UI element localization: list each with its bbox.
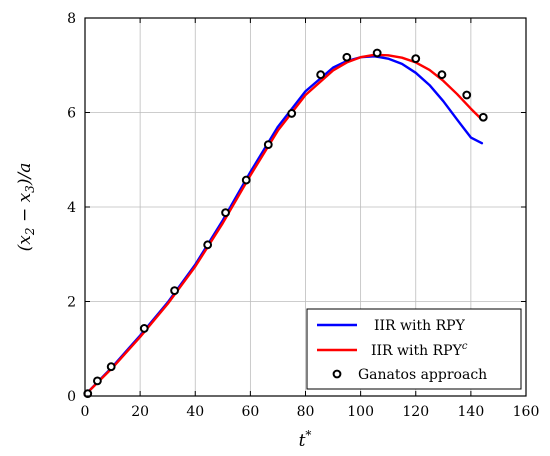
series-marker [478, 112, 488, 122]
y-axis-title-sub-2: 3 [23, 185, 37, 193]
series-marker [462, 90, 472, 100]
x-axis-title-sup: * [305, 428, 311, 442]
series-line-1 [83, 53, 484, 397]
legend-label-iir-rpy: IIR with RPY [374, 318, 466, 334]
series-marker [139, 324, 149, 333]
y-axis-title-part-1: (x [15, 235, 35, 252]
x-axis-title-base: t [299, 431, 306, 451]
legend-label-iir-rpyc: IIR with RPYc [371, 341, 468, 359]
series-marker [241, 175, 251, 185]
legend-label-iir-rpyc-base: IIR with RPY [371, 343, 463, 359]
series-marker [263, 140, 273, 150]
series-marker [221, 208, 230, 218]
series-marker [106, 362, 116, 372]
y-tick-label: 4 [67, 200, 76, 216]
y-tick-label: 8 [67, 11, 76, 27]
y-tick-label: 0 [67, 389, 76, 405]
series-marker [287, 109, 297, 118]
legend-label-ganatos: Ganatos approach [358, 367, 487, 383]
x-axis-title: t* [299, 428, 312, 451]
y-axis-title: (x2 − x3)/a [15, 163, 37, 252]
y-axis-title-part-3: )/a [15, 163, 35, 187]
y-axis-title-part-2: − x [15, 192, 35, 227]
series-marker [83, 389, 93, 399]
series-marker [316, 70, 326, 80]
series-layer [83, 48, 488, 399]
x-tick-label: 100 [347, 404, 374, 420]
y-tick-label: 2 [67, 295, 76, 311]
series-marker [372, 48, 382, 58]
tick-labels: 0 20 40 60 80 100 120 140 160 0 2 4 6 8 [67, 11, 539, 420]
x-tick-label: 160 [513, 404, 540, 420]
y-axis-title-sub-1: 2 [23, 227, 37, 236]
series-marker [342, 52, 352, 62]
series-marker [411, 54, 421, 64]
x-tick-label: 60 [241, 404, 259, 420]
x-tick-label: 40 [186, 404, 204, 420]
y-tick-label: 6 [67, 106, 76, 122]
x-tick-label: 140 [458, 404, 485, 420]
ticks [84, 17, 527, 397]
legend-swatch-marker [332, 369, 342, 379]
legend-label-iir-rpyc-sup: c [462, 341, 468, 352]
x-tick-label: 120 [402, 404, 429, 420]
series-marker [203, 240, 213, 250]
series-marker [437, 70, 447, 80]
x-tick-label: 20 [131, 404, 149, 420]
legend: IIR with RPY IIR with RPYc Ganatos appro… [306, 308, 522, 390]
x-tick-label: 80 [297, 404, 315, 420]
x-tick-label: 0 [81, 404, 90, 420]
series-marker [170, 286, 179, 296]
series-marker [93, 376, 102, 386]
